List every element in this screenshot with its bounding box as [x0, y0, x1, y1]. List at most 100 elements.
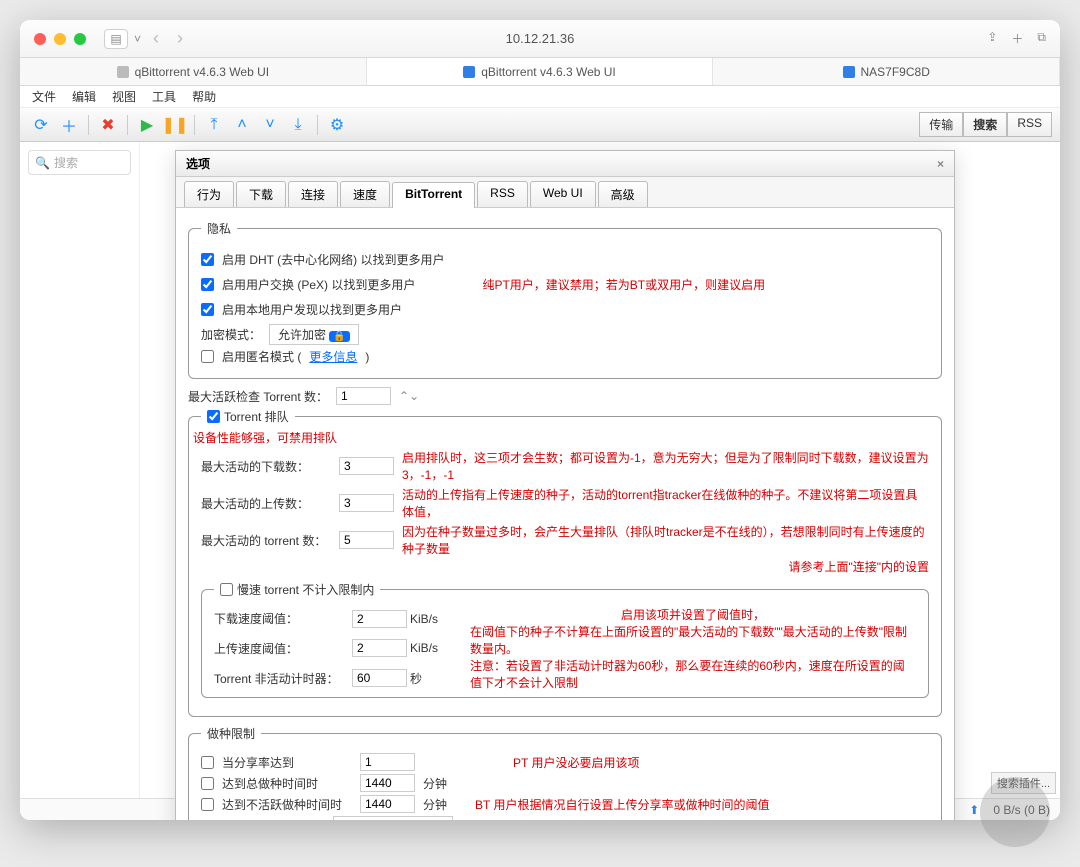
idle-note: BT 用户根据情况自行设置上传分享率或做种时间的阈值 [475, 796, 769, 813]
options-tab[interactable]: RSS [477, 181, 528, 207]
browser-tab[interactable]: NAS7F9C8D [713, 58, 1060, 85]
close-window-btn[interactable] [34, 33, 46, 45]
options-tab[interactable]: 连接 [288, 181, 338, 207]
close-icon[interactable]: × [937, 157, 944, 171]
forward-btn[interactable]: › [171, 28, 189, 49]
tabs-overview-icon[interactable]: ⧉ [1037, 30, 1046, 47]
slow-row-input[interactable] [352, 639, 407, 657]
queue-row-note: 启用排队时，这三项才会生数；都可设置为-1，意为无穷大；但是为了限制同时下载数，… [402, 449, 929, 483]
search-input[interactable]: 🔍 搜索 [28, 150, 131, 175]
slow-row-input[interactable] [352, 669, 407, 687]
privacy-legend: 隐私 [201, 220, 237, 237]
total-time-input[interactable] [360, 774, 415, 792]
watermark [980, 777, 1050, 847]
menu-item[interactable]: 文件 [24, 88, 64, 105]
ratio-checkbox[interactable] [201, 756, 214, 769]
max-active-check-label: 最大活跃检查 Torrent 数： [188, 388, 328, 405]
app-toolbar: ⟳＋ ✖ ▶❚❚ ⤒˄˅⤓ ⚙ 传输搜索RSS [20, 108, 1060, 142]
toolbar-button[interactable]: ▶ [134, 112, 160, 138]
view-tab[interactable]: 传输 [919, 112, 963, 137]
options-tab[interactable]: BitTorrent [392, 182, 475, 208]
search-placeholder: 搜索 [54, 154, 78, 171]
menu-item[interactable]: 视图 [104, 88, 144, 105]
queue-row-input[interactable] [339, 494, 394, 512]
back-btn[interactable]: ‹ [147, 28, 165, 49]
total-time-label: 达到总做种时间时 [222, 775, 352, 792]
view-tab[interactable]: 搜索 [963, 112, 1007, 137]
queue-legend: Torrent 排队 [224, 408, 289, 425]
privacy-note: 纯PT用户，建议禁用；若为BT或双用户，则建议启用 [482, 276, 765, 293]
then-select[interactable]: 暂停 torrent [333, 816, 453, 820]
queue-note-top: 设备性能够强，可禁用排队 [193, 429, 929, 446]
encryption-label: 加密模式： [201, 326, 261, 343]
queue-row-input[interactable] [339, 457, 394, 475]
toolbar-button[interactable]: ˅ [257, 112, 283, 138]
minimize-window-btn[interactable] [54, 33, 66, 45]
slow-row-unit: KiB/s [410, 641, 450, 655]
app-menubar: 文件编辑视图工具帮助 [20, 86, 1060, 108]
slow-torrent-group: 慢速 torrent 不计入限制内 下载速度阈值： KiB/s 上传速度阈值： KiB… [201, 581, 929, 698]
slow-row-label: Torrent 非活动计时器： [214, 670, 344, 687]
menu-item[interactable]: 工具 [144, 88, 184, 105]
options-tab[interactable]: Web UI [530, 181, 596, 207]
menu-item[interactable]: 编辑 [64, 88, 104, 105]
queue-checkbox[interactable] [207, 410, 220, 423]
max-active-check-input[interactable] [336, 387, 391, 405]
slow-row-label: 上传速度阈值： [214, 640, 344, 657]
queue-note-tail: 请参考上面"连接"内的设置 [201, 558, 929, 575]
toolbar-button[interactable]: ⤓ [285, 112, 311, 138]
maximize-window-btn[interactable] [74, 33, 86, 45]
browser-titlebar: ▤ ˅ ‹ › 10.12.21.36 ⇪ ＋ ⧉ [20, 20, 1060, 58]
seed-legend: 做种限制 [201, 725, 261, 742]
toolbar-button[interactable]: ＋ [56, 112, 82, 138]
options-tab[interactable]: 下载 [236, 181, 286, 207]
sidebar: 🔍 搜索 [20, 142, 140, 798]
browser-tab[interactable]: qBittorrent v4.6.3 Web UI [367, 58, 714, 85]
pex-label: 启用用户交换 (PeX) 以找到更多用户 [222, 276, 415, 293]
options-tab[interactable]: 速度 [340, 181, 390, 207]
menu-item[interactable]: 帮助 [184, 88, 224, 105]
dht-label: 启用 DHT (去中心化网络) 以找到更多用户 [222, 251, 444, 268]
queue-row-input[interactable] [339, 531, 394, 549]
sidebar-toggle-btn[interactable]: ▤ [104, 29, 128, 49]
toolbar-button[interactable]: ⚙ [324, 112, 350, 138]
slow-note1: 启用该项并设置了阈值时， [470, 606, 916, 623]
seed-limit-group: 做种限制 当分享率达到PT 用户没必要启用该项 达到总做种时间时分钟 达到不活跃… [188, 725, 942, 820]
toolbar-button[interactable]: ⤒ [201, 112, 227, 138]
upload-icon: ⬆ [969, 803, 979, 817]
options-tab[interactable]: 高级 [598, 181, 648, 207]
dht-checkbox[interactable] [201, 253, 214, 266]
browser-tabs: qBittorrent v4.6.3 Web UIqBittorrent v4.… [20, 58, 1060, 86]
search-icon: 🔍 [35, 156, 50, 170]
anon-label: 启用匿名模式 ( [222, 348, 301, 365]
encryption-select[interactable]: 允许加密 🔒 [269, 324, 359, 345]
options-tab[interactable]: 行为 [184, 181, 234, 207]
idle-time-label: 达到不活跃做种时间时 [222, 796, 352, 813]
slow-checkbox[interactable] [220, 583, 233, 596]
ratio-note: PT 用户没必要启用该项 [513, 754, 639, 771]
queue-row-note: 活动的上传指有上传速度的种子，活动的torrent指tracker在线做种的种子… [402, 486, 929, 520]
browser-tab[interactable]: qBittorrent v4.6.3 Web UI [20, 58, 367, 85]
slow-row-label: 下载速度阈值： [214, 610, 344, 627]
pex-checkbox[interactable] [201, 278, 214, 291]
new-tab-icon[interactable]: ＋ [1011, 30, 1023, 47]
anon-checkbox[interactable] [201, 350, 214, 363]
view-tab[interactable]: RSS [1007, 112, 1052, 137]
slow-row-unit: KiB/s [410, 612, 450, 626]
queue-group: Torrent 排队 设备性能够强，可禁用排队 最大活动的下载数： 启用排队时，这… [188, 408, 942, 717]
slow-row-input[interactable] [352, 610, 407, 628]
slow-legend: 慢速 torrent 不计入限制内 [237, 581, 374, 598]
total-time-checkbox[interactable] [201, 777, 214, 790]
url-field[interactable]: 10.12.21.36 [506, 31, 575, 46]
share-icon[interactable]: ⇪ [987, 30, 997, 47]
idle-time-input[interactable] [360, 795, 415, 813]
lsd-checkbox[interactable] [201, 303, 214, 316]
toolbar-button[interactable]: ✖ [95, 112, 121, 138]
toolbar-button[interactable]: ❚❚ [162, 112, 188, 138]
toolbar-button[interactable]: ˄ [229, 112, 255, 138]
anon-moreinfo-link[interactable]: 更多信息 [309, 348, 357, 365]
ratio-input[interactable] [360, 753, 415, 771]
idle-time-checkbox[interactable] [201, 798, 214, 811]
queue-row-label: 最大活动的下载数： [201, 458, 331, 475]
toolbar-button[interactable]: ⟳ [28, 112, 54, 138]
